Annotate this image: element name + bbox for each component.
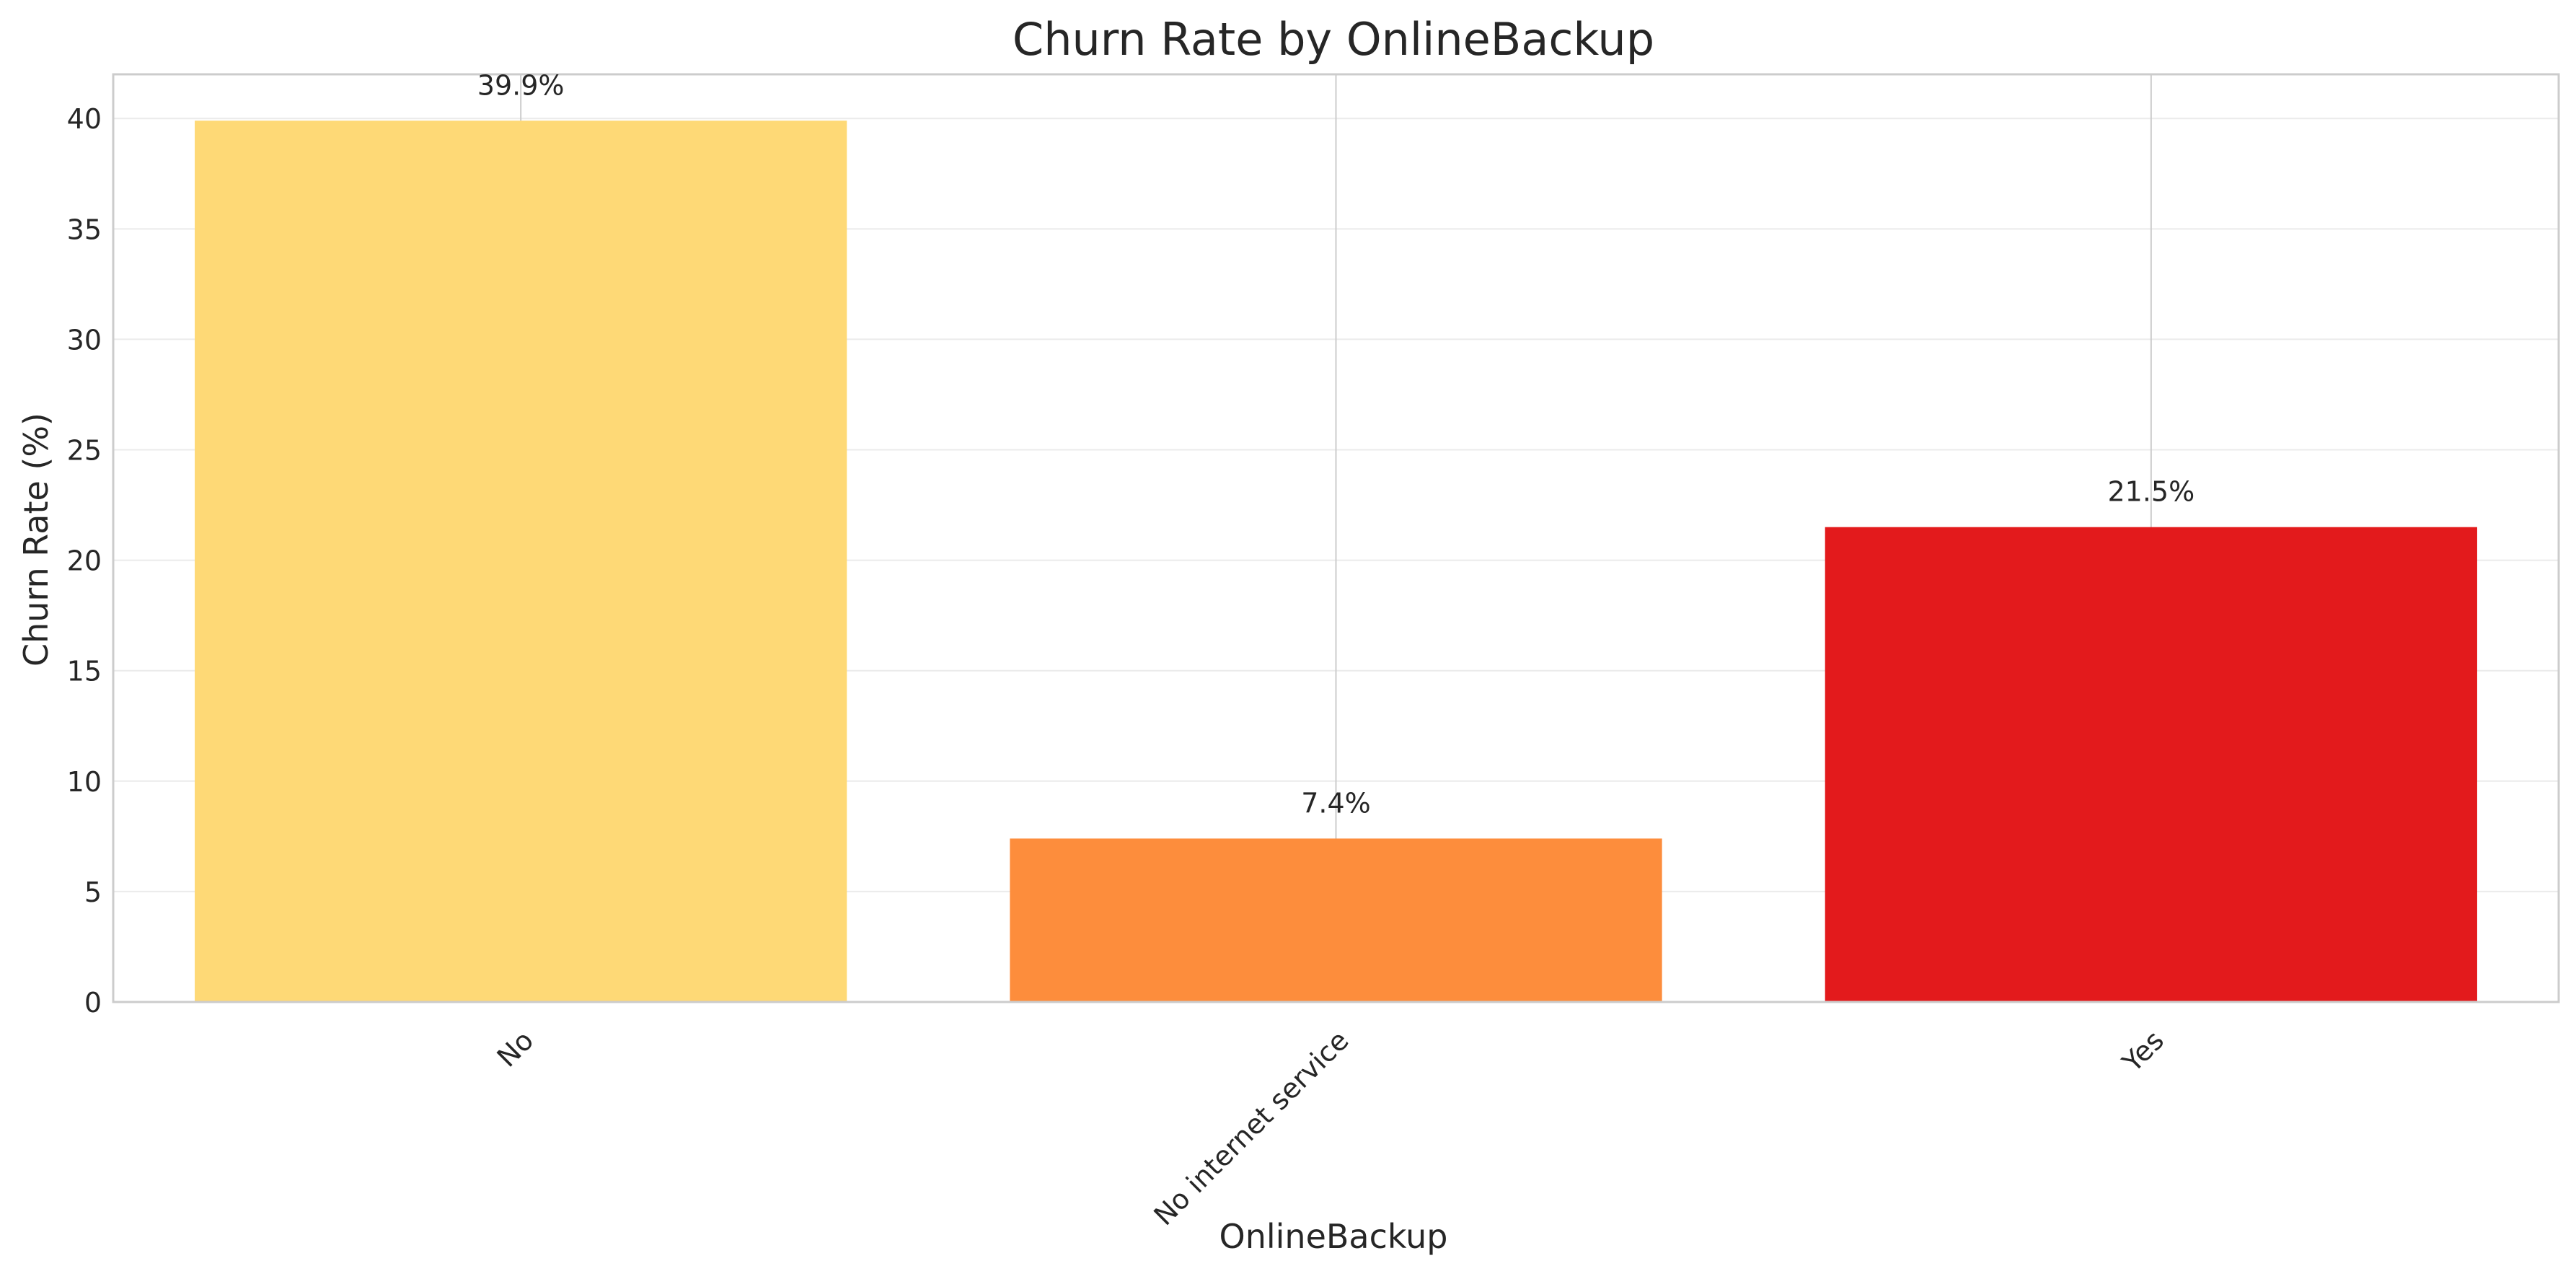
y-tick-label: 5 <box>84 876 102 908</box>
y-tick-label: 15 <box>67 656 102 687</box>
bar-value-label: 21.5% <box>2107 476 2195 508</box>
y-tick-label: 30 <box>67 324 102 356</box>
y-tick-label: 10 <box>67 766 102 798</box>
y-tick-label: 0 <box>84 987 102 1019</box>
y-tick-label: 40 <box>67 103 102 135</box>
data-labels: 39.9% 7.4% 21.5% <box>477 69 2195 819</box>
x-axis-title: OnlineBackup <box>1219 1217 1448 1256</box>
x-tick-label: Yes <box>2116 1024 2170 1078</box>
bar-no <box>195 120 847 1002</box>
y-tick-label: 25 <box>67 435 102 467</box>
bars <box>195 120 2477 1002</box>
plot-frame <box>112 73 2560 1003</box>
y-tick-label: 20 <box>67 545 102 577</box>
x-tick-label: No internet service <box>1147 1024 1354 1231</box>
y-tick-label: 35 <box>67 214 102 245</box>
bar-no-internet-service <box>1010 838 1662 1002</box>
x-tick-label: No <box>491 1024 540 1073</box>
y-axis-title: Churn Rate (%) <box>17 413 56 667</box>
chart-title: Churn Rate by OnlineBackup <box>1013 13 1654 66</box>
bar-value-label: 7.4% <box>1301 787 1371 819</box>
bar-value-label: 39.9% <box>477 69 565 101</box>
bar-yes <box>1825 527 2477 1002</box>
